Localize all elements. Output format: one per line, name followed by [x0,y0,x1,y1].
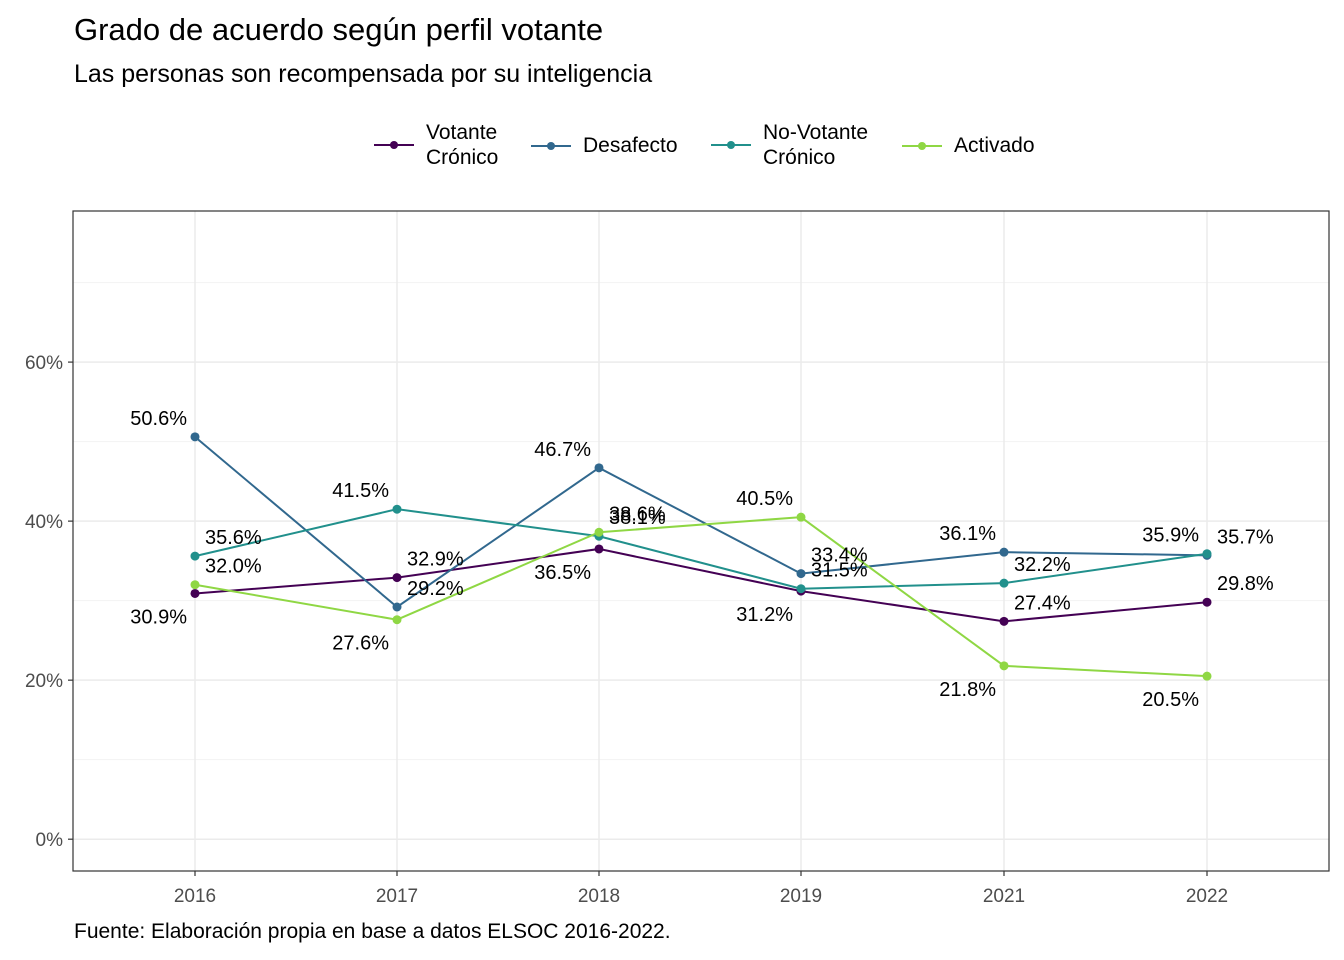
data-label-3-3: 40.5% [736,488,793,510]
data-point-3-2 [594,527,604,537]
legend-key-no-votante-cronico [709,133,753,157]
data-point-0-4 [999,616,1009,626]
data-point-2-3 [796,584,806,594]
x-tick-label: 2018 [578,886,620,907]
data-point-2-4 [999,578,1009,588]
data-point-3-5 [1202,671,1212,681]
data-point-2-0 [190,551,200,561]
data-point-0-0 [190,588,200,598]
data-point-1-0 [190,432,200,442]
legend-item-no-votante-cronico: No-Votante Crónico [709,120,868,170]
data-label-1-5: 35.7% [1217,526,1274,548]
data-point-3-4 [999,661,1009,671]
data-label-0-0: 30.9% [130,606,187,628]
panel-border [72,210,1330,872]
legend-label-votante-cronico: Votante Crónico [426,121,499,169]
x-tick-label: 2021 [983,886,1025,907]
x-tick-label: 2017 [376,886,418,907]
legend: Votante Crónico Desafecto No-Votante Cró… [0,116,1344,176]
data-label-2-1: 41.5% [332,480,389,502]
data-point-3-1 [392,615,402,625]
chart-subtitle: Las personas son recompensada por su int… [74,60,653,88]
data-label-2-2: 38.1% [609,507,666,529]
y-tick-label: 0% [36,830,64,851]
data-label-2-5: 35.9% [1142,525,1199,547]
series-line-1 [194,436,1208,609]
legend-item-desafecto: Desafecto [529,133,678,158]
legend-label-desafecto: Desafecto [583,134,678,157]
legend-key-desafecto [529,134,573,158]
series-line-2 [194,508,1208,590]
data-label-0-4: 27.4% [1014,592,1071,614]
data-label-1-2: 46.7% [534,439,591,461]
legend-key-activado [900,134,944,158]
data-point-0-1 [392,573,402,583]
data-label-1-4: 36.1% [939,523,996,545]
legend-item-votante-cronico: Votante Crónico [372,120,498,170]
data-point-1-4 [999,547,1009,557]
data-label-3-1: 27.6% [332,633,389,655]
data-label-0-1: 32.9% [407,549,464,571]
y-tick-label: 60% [25,353,63,374]
y-tick-label: 20% [25,671,63,692]
legend-label-activado: Activado [954,134,1035,157]
data-label-2-0: 35.6% [205,527,262,549]
legend-item-activado: Activado [900,133,1035,158]
data-label-1-0: 50.6% [130,408,187,430]
series-line-0 [194,547,1208,623]
data-point-3-3 [796,512,806,522]
x-tick-label: 2022 [1186,886,1228,907]
data-point-1-2 [594,463,604,473]
data-label-3-0: 32.0% [205,556,262,578]
data-label-1-3: 33.4% [811,545,868,567]
data-point-3-0 [190,580,200,590]
data-label-2-3: 31.5% [811,560,868,582]
x-tick-label: 2016 [174,886,216,907]
x-tick-label: 2019 [780,886,822,907]
data-point-2-1 [392,504,402,514]
data-point-2-5 [1202,549,1212,559]
data-label-3-4: 21.8% [939,679,996,701]
legend-label-no-votante-cronico: No-Votante Crónico [763,121,869,169]
data-label-1-1: 29.2% [407,578,464,600]
series-line-3 [194,516,1208,678]
data-point-1-3 [796,569,806,579]
legend-key-votante-cronico [372,133,416,157]
data-label-0-5: 29.8% [1217,573,1274,595]
chart-title: Grado de acuerdo según perfil votante [74,12,604,47]
data-label-3-2: 38.6% [609,503,666,525]
data-point-0-5 [1202,597,1212,607]
data-point-1-1 [392,602,402,612]
chart-caption: Fuente: Elaboración propia en base a dat… [74,920,671,943]
data-label-0-3: 31.2% [736,604,793,626]
data-label-3-5: 20.5% [1142,689,1199,711]
data-label-2-4: 32.2% [1014,554,1071,576]
data-point-0-2 [594,544,604,554]
data-label-0-2: 36.5% [534,562,591,584]
y-tick-label: 40% [25,512,63,533]
